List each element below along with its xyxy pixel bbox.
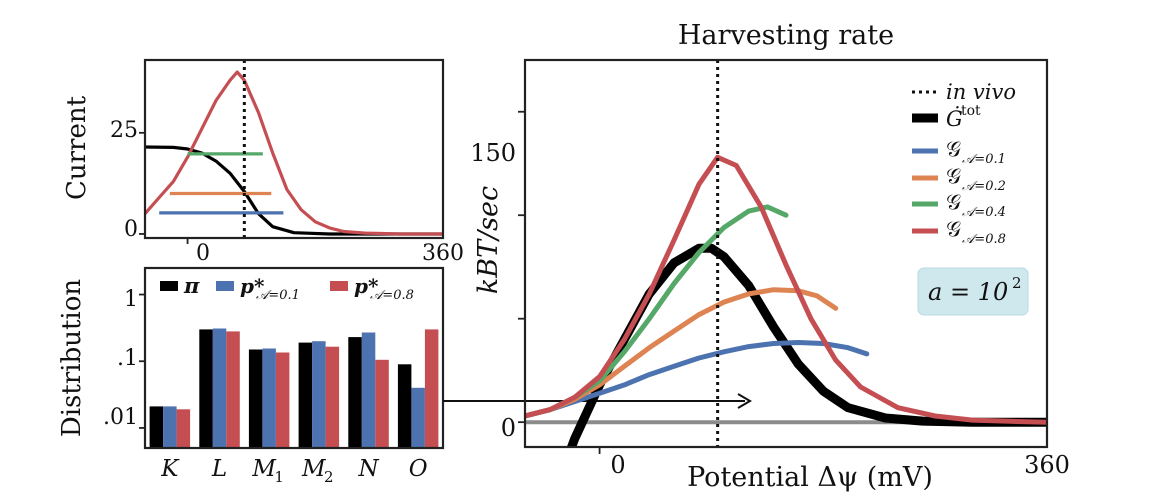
distribution-bar-blue [361,332,376,448]
distribution-bar-red [275,352,290,448]
distribution-bar-red [226,331,240,448]
distribution-bar-black [149,406,164,448]
annotation-box: a = 10 2 [917,267,1029,316]
distribution-xtick-label: M [301,456,327,482]
harvesting-title: Harvesting rate [678,20,894,51]
distribution-panel: Distribution 1 .1 .01 K L M1 M2 N O π p* 𝒜=0.… [57,266,445,486]
distribution-xtick-label: K [160,456,180,482]
legend-sub-p-01: 𝒜=0.1 [256,288,300,303]
legend-swatch-p-01 [216,281,234,291]
distribution-xtick-label: O [409,456,428,482]
current-ytick-label: 25 [110,118,138,143]
distribution-bar-red [176,409,191,448]
distribution-bar-red [375,359,389,448]
distribution-bar-black [199,329,213,448]
harvesting-ytick-label: 150 [470,139,516,167]
harvesting-xtick-label: 0 [610,451,625,479]
legend-sub-g04: 𝒜=0.4 [962,205,1006,220]
distribution-frame [143,266,445,450]
legend-label-invivo: in vivo [946,80,1016,104]
distribution-bar-black [397,364,412,448]
distribution-bar-blue [411,387,425,448]
distribution-ytick-label: .1 [117,346,138,371]
distribution-xtick-labels: K L M1 M2 N O [160,456,427,486]
harvesting-series-green [525,204,789,419]
distribution-bar-blue [312,341,326,448]
distribution-bar-red [424,329,439,448]
legend-label-pi: π [183,273,200,298]
legend-sub-g01: 𝒜=0.1 [962,152,1006,167]
harvesting-xlabel: Potential Δψ (mV) [687,462,933,493]
distribution-bar-blue [163,406,177,448]
legend-sub-p-08: 𝒜=0.8 [370,288,414,303]
distribution-bar-blue [262,348,276,448]
current-xtick-label: 360 [422,241,464,266]
legend-label-g04: 𝒢 [946,190,961,214]
harvesting-plot-area [525,60,1047,447]
current-plot-area [145,60,443,238]
distribution-bar-black [348,337,362,448]
harvesting-panel: Harvesting rate kBT/sec 150 0 0 360 Pote… [470,20,1070,493]
distribution-xtick-label: L [211,456,227,482]
distribution-legend: π p* 𝒜=0.1 p* 𝒜=0.8 [160,273,414,303]
distribution-ylabel: Distribution [57,279,87,438]
current-series-black [145,145,443,236]
distribution-xtick-sub: 2 [324,468,334,486]
legend-label-p-01: p* [240,274,265,298]
legend-sub-g02: 𝒜=0.2 [962,179,1006,194]
legend-swatch-pi [160,281,178,291]
harvesting-series-red [525,154,1047,425]
legend-sub-g08: 𝒜=0.8 [962,232,1006,247]
legend-label-g08: 𝒢 [946,217,961,241]
harvesting-xtick-label: 360 [1024,451,1070,479]
current-ylabel: Current [62,95,92,200]
distribution-ytick-label: .01 [103,405,138,430]
distribution-plot-area [149,328,439,448]
current-series-red [145,70,443,236]
distribution-ytick-label: 1 [124,287,138,312]
annotation-sup: 2 [1012,274,1022,292]
distribution-bar-red [325,346,340,448]
distribution-bar-blue [212,328,227,448]
distribution-xtick-label: N [357,456,379,482]
legend-label-g01: 𝒢 [946,137,961,161]
current-frame [143,58,445,240]
legend-label-g02: 𝒢 [946,164,961,188]
legend-sup-gtot: tot [961,103,981,119]
distribution-bar-black [248,349,263,448]
distribution-bar-black [298,342,313,448]
harvesting-series-blue [525,340,870,419]
current-ytick-label: 0 [124,217,138,242]
annotation-text: a = 10 [928,278,1008,306]
legend-label-gtot: Ġ [946,106,963,131]
legend-label-p-08: p* [354,274,379,298]
harvesting-ylabel: kBT/sec [473,186,504,294]
current-panel: Current 25 0 0 360 [62,58,464,266]
harvesting-ytick-label: 0 [501,414,516,442]
harvesting-legend: in vivo Ġ tot 𝒢 𝒜=0.1 𝒢 𝒜=0.2 𝒢 𝒜=0.4 𝒢 … [912,80,1016,247]
current-xtick-label: 0 [196,241,210,266]
distribution-xtick-label: M [251,456,277,482]
legend-swatch-p-08 [330,281,348,291]
distribution-xtick-sub: 1 [274,468,284,486]
harvesting-frame [523,58,1049,449]
